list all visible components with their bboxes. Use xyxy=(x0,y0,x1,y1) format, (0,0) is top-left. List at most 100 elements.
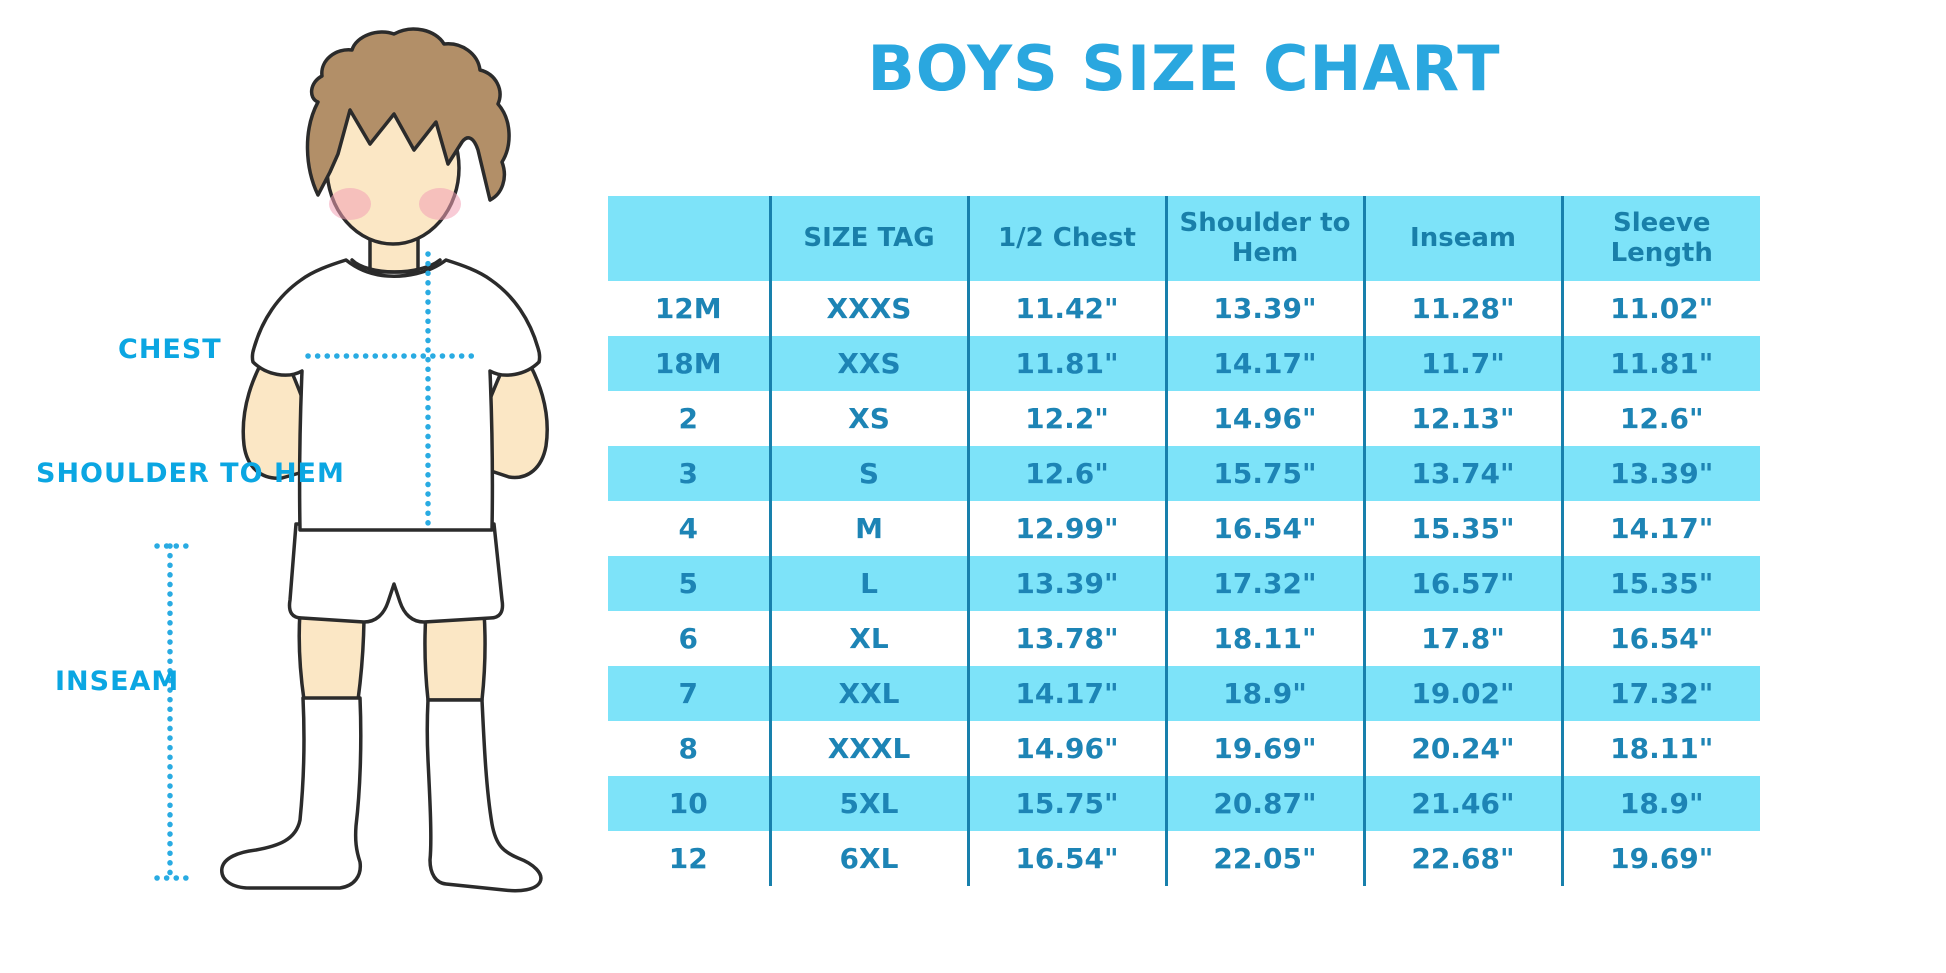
boy-right-arm xyxy=(480,346,549,480)
table-cell: 20.87" xyxy=(1164,776,1364,831)
column-header-inseam: Inseam xyxy=(1362,196,1562,281)
table-row: 8 XXXL 14.96" 19.69" 20.24" 18.11" xyxy=(608,721,1760,776)
table-cell: 6 xyxy=(678,622,698,655)
boy-blush xyxy=(329,188,461,220)
boy-collar xyxy=(350,258,442,274)
chest-label: CHEST xyxy=(118,334,222,365)
table-cell: 16.54" xyxy=(1164,501,1364,556)
table-cell: 18.11" xyxy=(1164,611,1364,666)
table-cell: 13.39" xyxy=(1164,281,1364,336)
table-cell: 12 xyxy=(668,842,708,875)
table-cell: 13.78" xyxy=(966,611,1166,666)
table-cell: 18.9" xyxy=(1164,666,1364,721)
table-cell: 11.81" xyxy=(1560,336,1760,391)
table-row: 6 XL 13.78" 18.11" 17.8" 16.54" xyxy=(608,611,1760,666)
table-cell: 4 xyxy=(678,512,698,545)
table-row: 5 L 13.39" 17.32" 16.57" 15.35" xyxy=(608,556,1760,611)
table-cell: 21.46" xyxy=(1362,776,1562,831)
table-cell: 12M xyxy=(654,292,722,325)
table-cell: 10 xyxy=(668,787,708,820)
table-cell: 20.24" xyxy=(1362,721,1562,776)
column-header-shoulder-to-hem: Shoulder to Hem xyxy=(1164,196,1364,281)
table-cell: 12.6" xyxy=(966,446,1166,501)
table-cell: 19.69" xyxy=(1164,721,1364,776)
boy-left-leg xyxy=(297,610,366,702)
table-cell: 2 xyxy=(678,402,698,435)
table-cell: M xyxy=(768,501,968,556)
table-row: 4 M 12.99" 16.54" 15.35" 14.17" xyxy=(608,501,1760,556)
table-cell: 14.17" xyxy=(966,666,1166,721)
table-cell: 17.32" xyxy=(1560,666,1760,721)
table-cell: 14.96" xyxy=(966,721,1166,776)
page-title: BOYS SIZE CHART xyxy=(867,32,1501,105)
table-row: 2 XS 12.2" 14.96" 12.13" 12.6" xyxy=(608,391,1760,446)
column-header-sleeve-length: Sleeve Length xyxy=(1560,196,1760,281)
table-cell: 12.99" xyxy=(966,501,1166,556)
table-cell: 19.69" xyxy=(1560,831,1760,886)
table-cell: 8 xyxy=(678,732,698,765)
size-table-body: 12M XXXS 11.42" 13.39" 11.28" 11.02" 18M XXS 11.… xyxy=(608,281,1760,886)
table-cell: 13.74" xyxy=(1362,446,1562,501)
table-cell: 22.68" xyxy=(1362,831,1562,886)
table-cell: 14.17" xyxy=(1560,501,1760,556)
table-cell: 15.35" xyxy=(1362,501,1562,556)
column-header-half-chest: 1/2 Chest xyxy=(966,196,1166,281)
table-cell: 22.05" xyxy=(1164,831,1364,886)
table-row: 12M XXXS 11.42" 13.39" 11.28" 11.02" xyxy=(608,281,1760,336)
table-row: 3 S 12.6" 15.75" 13.74" 13.39" xyxy=(608,446,1760,501)
table-cell: 13.39" xyxy=(1560,446,1760,501)
table-cell: 11.42" xyxy=(966,281,1166,336)
inseam-label: INSEAM xyxy=(55,666,180,697)
table-cell: L xyxy=(768,556,968,611)
size-table: SIZE TAG 1/2 Chest Shoulder to Hem Insea… xyxy=(608,196,1760,886)
table-cell: 12.13" xyxy=(1362,391,1562,446)
table-cell: 6XL xyxy=(768,831,968,886)
table-cell: 18M xyxy=(654,347,722,380)
table-cell: 5 xyxy=(678,567,698,600)
table-cell: 12.6" xyxy=(1560,391,1760,446)
boy-right-sock xyxy=(425,698,543,893)
table-cell: 16.57" xyxy=(1362,556,1562,611)
table-cell: 19.02" xyxy=(1362,666,1562,721)
boy-shorts xyxy=(287,522,505,624)
table-row: 12 6XL 16.54" 22.05" 22.68" 19.69" xyxy=(608,831,1760,886)
boy-tshirt xyxy=(250,258,542,532)
table-row: 10 5XL 15.75" 20.87" 21.46" 18.9" xyxy=(608,776,1760,831)
table-cell: 18.11" xyxy=(1560,721,1760,776)
table-cell: XXL xyxy=(768,666,968,721)
table-cell: 15.75" xyxy=(1164,446,1364,501)
column-header-size-tag: SIZE TAG xyxy=(768,196,968,281)
table-row: 18M XXS 11.81" 14.17" 11.7" 11.81" xyxy=(608,336,1760,391)
boy-hair xyxy=(305,27,511,202)
column-header-blank xyxy=(608,196,770,281)
table-cell: 17.8" xyxy=(1362,611,1562,666)
table-cell: 5XL xyxy=(768,776,968,831)
table-cell: 7 xyxy=(678,677,698,710)
table-cell: S xyxy=(768,446,968,501)
table-cell: XXXL xyxy=(768,721,968,776)
table-cell: 11.28" xyxy=(1362,281,1562,336)
table-row: 7 XXL 14.17" 18.9" 19.02" 17.32" xyxy=(608,666,1760,721)
boy-measurement-illustration xyxy=(154,27,549,893)
table-cell: 13.39" xyxy=(966,556,1166,611)
table-cell: 3 xyxy=(678,457,698,490)
table-cell: 15.75" xyxy=(966,776,1166,831)
table-cell: XXS xyxy=(768,336,968,391)
table-cell: 14.96" xyxy=(1164,391,1364,446)
table-cell: 11.7" xyxy=(1362,336,1562,391)
shoulder-to-hem-label: SHOULDER TO HEM xyxy=(36,458,345,489)
table-cell: 11.02" xyxy=(1560,281,1760,336)
table-cell: XL xyxy=(768,611,968,666)
table-cell: 16.54" xyxy=(966,831,1166,886)
table-cell: 15.35" xyxy=(1560,556,1760,611)
boy-left-sock xyxy=(220,696,363,890)
table-cell: 17.32" xyxy=(1164,556,1364,611)
table-cell: XXXS xyxy=(768,281,968,336)
table-cell: 18.9" xyxy=(1560,776,1760,831)
table-cell: 12.2" xyxy=(966,391,1166,446)
table-cell: 14.17" xyxy=(1164,336,1364,391)
table-header-row: SIZE TAG 1/2 Chest Shoulder to Hem Insea… xyxy=(608,196,1760,281)
table-cell: 16.54" xyxy=(1560,611,1760,666)
table-cell: 11.81" xyxy=(966,336,1166,391)
